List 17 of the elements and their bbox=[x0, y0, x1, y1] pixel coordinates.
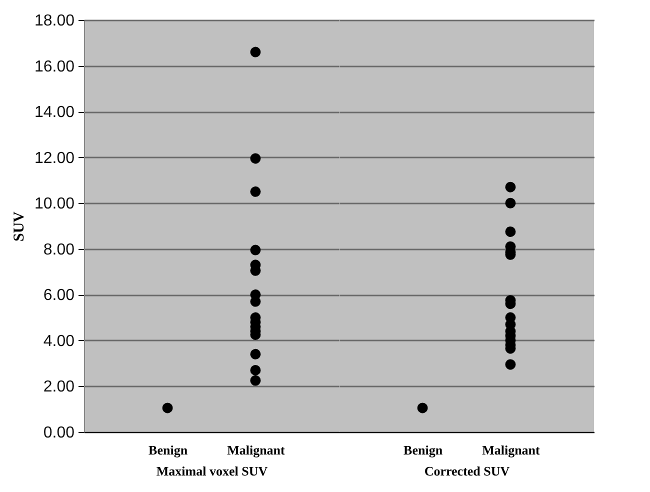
y-axis-title: SUV bbox=[11, 211, 28, 242]
x-tick-label: Malignant bbox=[482, 442, 541, 458]
x-tick-label: Benign bbox=[148, 442, 188, 458]
y-tick-label: 8.00 bbox=[43, 241, 75, 258]
x-tick-label: Benign bbox=[404, 442, 444, 458]
y-tick-label: 14.00 bbox=[34, 104, 75, 122]
y-tick-label: 0.00 bbox=[43, 424, 75, 442]
y-tick-label: 2.00 bbox=[43, 378, 75, 396]
x-tick-label: Malignant bbox=[227, 442, 286, 458]
x-axis-title: Maximal voxel SUV bbox=[156, 464, 268, 478]
x-axis-title: Corrected SUV bbox=[424, 464, 510, 478]
y-tick-label: 12.00 bbox=[34, 150, 75, 167]
y-tick-label: 6.00 bbox=[43, 287, 75, 304]
y-tick-label: 10.00 bbox=[34, 196, 75, 213]
y-tick-label: 4.00 bbox=[43, 332, 75, 350]
y-tick-label: 18.00 bbox=[34, 12, 75, 30]
y-tick-label: 16.00 bbox=[34, 58, 75, 76]
